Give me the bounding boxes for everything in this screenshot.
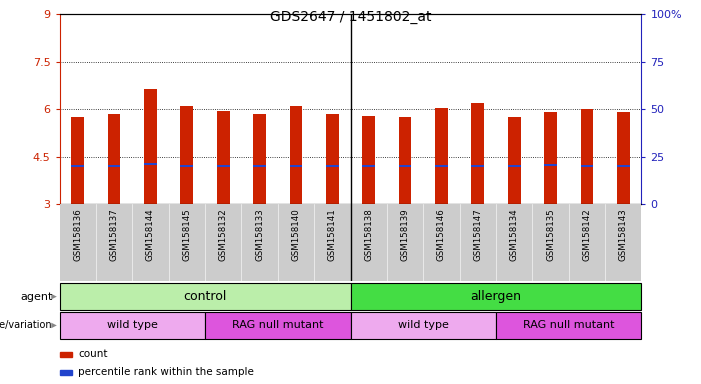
Bar bbox=[326, 165, 339, 167]
Bar bbox=[580, 164, 593, 167]
Text: GSM158145: GSM158145 bbox=[182, 208, 191, 261]
Text: wild type: wild type bbox=[107, 320, 158, 331]
Bar bbox=[350, 312, 496, 339]
Text: GSM158134: GSM158134 bbox=[510, 208, 519, 261]
Bar bbox=[362, 164, 375, 167]
Text: GSM158144: GSM158144 bbox=[146, 208, 155, 261]
Text: genotype/variation: genotype/variation bbox=[0, 320, 53, 331]
Bar bbox=[144, 163, 157, 165]
Bar bbox=[72, 164, 84, 167]
Bar bbox=[435, 108, 448, 204]
Bar bbox=[496, 312, 641, 339]
Bar bbox=[471, 103, 484, 204]
Text: allergen: allergen bbox=[470, 290, 522, 303]
Bar bbox=[180, 164, 193, 167]
Bar bbox=[290, 164, 302, 167]
Text: GSM158137: GSM158137 bbox=[109, 208, 118, 261]
Bar bbox=[144, 89, 157, 204]
Bar bbox=[399, 117, 411, 204]
Bar bbox=[60, 283, 350, 310]
Bar bbox=[108, 164, 121, 167]
Bar bbox=[217, 111, 230, 204]
Bar bbox=[60, 312, 205, 339]
Text: RAG null mutant: RAG null mutant bbox=[523, 320, 615, 331]
Text: GSM158135: GSM158135 bbox=[546, 208, 555, 261]
Text: GSM158136: GSM158136 bbox=[74, 208, 82, 261]
Text: control: control bbox=[184, 290, 226, 303]
Bar bbox=[617, 113, 629, 204]
Text: GSM158132: GSM158132 bbox=[219, 208, 228, 261]
Text: agent: agent bbox=[20, 291, 53, 302]
Bar bbox=[544, 113, 557, 204]
Text: percentile rank within the sample: percentile rank within the sample bbox=[78, 367, 254, 377]
Bar bbox=[108, 114, 121, 204]
Text: GSM158143: GSM158143 bbox=[619, 208, 627, 261]
Bar bbox=[350, 283, 641, 310]
Bar bbox=[253, 114, 266, 204]
Bar bbox=[217, 164, 230, 167]
Bar bbox=[290, 106, 302, 204]
Bar bbox=[399, 165, 411, 167]
Bar bbox=[72, 117, 84, 204]
Text: GSM158139: GSM158139 bbox=[400, 208, 409, 261]
Bar bbox=[617, 165, 629, 167]
Bar bbox=[580, 109, 593, 204]
Bar bbox=[180, 106, 193, 204]
Bar bbox=[471, 164, 484, 167]
Bar bbox=[508, 117, 521, 204]
Text: GSM158142: GSM158142 bbox=[583, 208, 592, 261]
Text: RAG null mutant: RAG null mutant bbox=[232, 320, 324, 331]
Text: GDS2647 / 1451802_at: GDS2647 / 1451802_at bbox=[270, 10, 431, 23]
Text: GSM158140: GSM158140 bbox=[292, 208, 301, 261]
Text: GSM158138: GSM158138 bbox=[365, 208, 373, 261]
Text: count: count bbox=[78, 349, 107, 359]
Bar bbox=[544, 164, 557, 166]
Text: GSM158141: GSM158141 bbox=[328, 208, 336, 261]
Bar bbox=[326, 114, 339, 204]
Text: GSM158147: GSM158147 bbox=[473, 208, 482, 261]
Bar bbox=[362, 116, 375, 204]
Bar bbox=[205, 312, 350, 339]
Bar bbox=[253, 165, 266, 167]
Text: wild type: wild type bbox=[397, 320, 449, 331]
Text: GSM158133: GSM158133 bbox=[255, 208, 264, 261]
Bar bbox=[508, 165, 521, 167]
Text: GSM158146: GSM158146 bbox=[437, 208, 446, 261]
Bar bbox=[435, 165, 448, 167]
